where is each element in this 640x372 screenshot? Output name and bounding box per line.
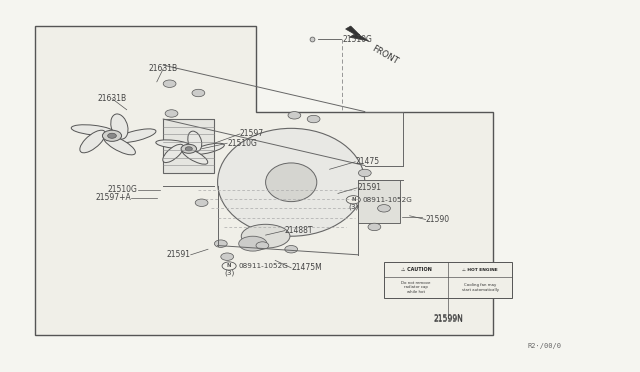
Ellipse shape bbox=[111, 114, 128, 139]
Text: Do not remove
radiator cap
while hot: Do not remove radiator cap while hot bbox=[401, 281, 431, 294]
Text: 21510G: 21510G bbox=[342, 35, 372, 44]
Text: ⚠ HOT ENGINE: ⚠ HOT ENGINE bbox=[462, 268, 498, 272]
Circle shape bbox=[163, 80, 176, 87]
Bar bbox=[163, 119, 214, 173]
Circle shape bbox=[285, 246, 298, 253]
Circle shape bbox=[214, 240, 227, 247]
Circle shape bbox=[368, 223, 381, 231]
Circle shape bbox=[378, 205, 390, 212]
Text: 21475: 21475 bbox=[355, 157, 380, 166]
FancyBboxPatch shape bbox=[384, 262, 512, 298]
Text: 21591: 21591 bbox=[357, 183, 381, 192]
Circle shape bbox=[358, 169, 371, 177]
Circle shape bbox=[256, 242, 269, 249]
Circle shape bbox=[221, 253, 234, 260]
Text: 08911-1052G: 08911-1052G bbox=[238, 263, 288, 269]
Ellipse shape bbox=[192, 143, 225, 154]
Text: 08911-1052G: 08911-1052G bbox=[363, 197, 413, 203]
Text: 21510G: 21510G bbox=[227, 139, 257, 148]
Circle shape bbox=[108, 133, 116, 138]
Text: 21475M: 21475M bbox=[291, 263, 322, 272]
Circle shape bbox=[186, 147, 192, 151]
Ellipse shape bbox=[71, 125, 114, 135]
Circle shape bbox=[165, 110, 178, 117]
Ellipse shape bbox=[188, 131, 202, 151]
Text: (3): (3) bbox=[348, 203, 358, 210]
Ellipse shape bbox=[239, 236, 267, 251]
Text: 21599N: 21599N bbox=[433, 314, 463, 323]
Text: FRONT: FRONT bbox=[370, 44, 399, 66]
Ellipse shape bbox=[266, 163, 317, 202]
Text: ⚠ CAUTION: ⚠ CAUTION bbox=[401, 267, 431, 272]
Ellipse shape bbox=[116, 129, 156, 143]
Text: 21597: 21597 bbox=[240, 129, 264, 138]
Ellipse shape bbox=[218, 128, 365, 236]
Text: 21510G: 21510G bbox=[108, 185, 138, 194]
Bar bbox=[358, 180, 400, 223]
Ellipse shape bbox=[80, 130, 106, 153]
Circle shape bbox=[288, 112, 301, 119]
Circle shape bbox=[346, 196, 360, 204]
Polygon shape bbox=[35, 26, 493, 335]
Text: 21597+A: 21597+A bbox=[95, 193, 131, 202]
Text: Cooling fan may
start automatically: Cooling fan may start automatically bbox=[461, 283, 499, 292]
Circle shape bbox=[307, 115, 320, 123]
Circle shape bbox=[102, 130, 122, 141]
Text: 21631B: 21631B bbox=[148, 64, 178, 73]
Circle shape bbox=[181, 144, 196, 153]
Text: 21599N: 21599N bbox=[433, 315, 463, 324]
Text: 21631B: 21631B bbox=[97, 94, 127, 103]
Text: 21590: 21590 bbox=[426, 215, 450, 224]
Text: N: N bbox=[351, 197, 356, 202]
Text: (3): (3) bbox=[224, 269, 234, 276]
Ellipse shape bbox=[156, 140, 191, 148]
Ellipse shape bbox=[182, 148, 208, 164]
Circle shape bbox=[192, 89, 205, 97]
Circle shape bbox=[222, 262, 236, 270]
Ellipse shape bbox=[104, 135, 136, 155]
Text: 21591: 21591 bbox=[166, 250, 191, 259]
Ellipse shape bbox=[163, 144, 184, 163]
Text: 21488T: 21488T bbox=[285, 226, 314, 235]
Polygon shape bbox=[346, 26, 369, 41]
Text: R2·/00/0: R2·/00/0 bbox=[527, 343, 561, 349]
Circle shape bbox=[195, 199, 208, 206]
Ellipse shape bbox=[241, 224, 290, 248]
Text: N: N bbox=[227, 263, 232, 269]
